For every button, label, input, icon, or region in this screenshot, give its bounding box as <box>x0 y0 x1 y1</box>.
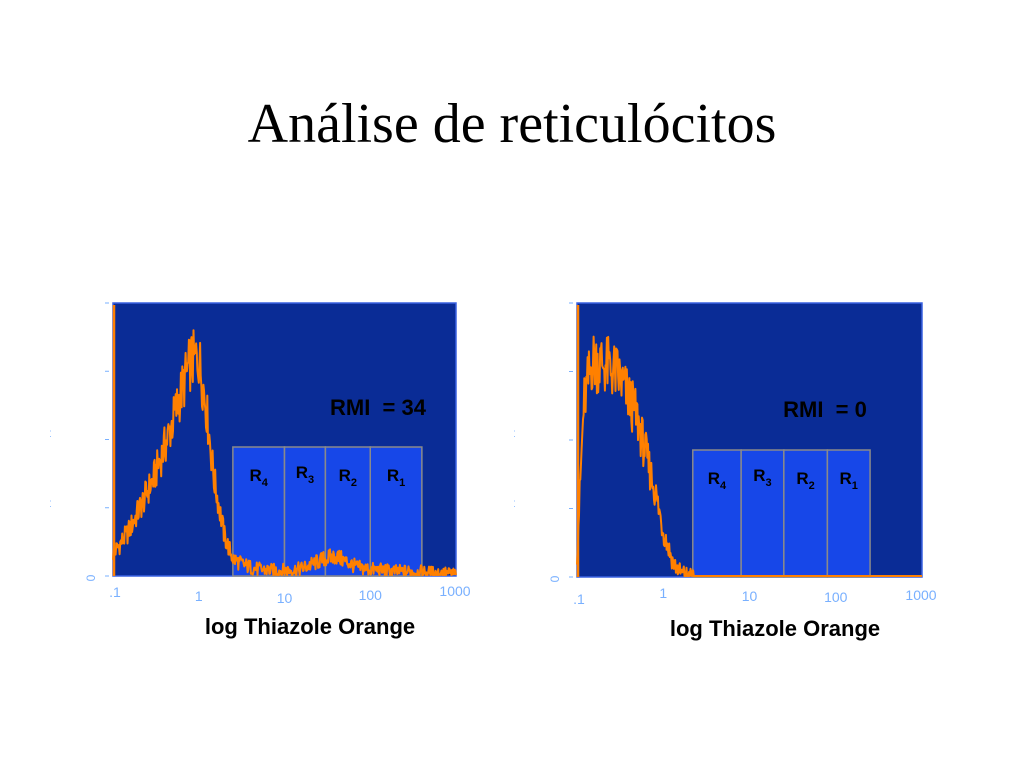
x-tick-label: 1 <box>659 585 667 601</box>
x-tick-label: 10 <box>277 590 293 606</box>
left-x-axis-title: log Thiazole Orange <box>204 614 416 639</box>
y-tick-label: 0 <box>548 575 562 582</box>
region-box <box>283 446 327 577</box>
x-tick-label: 100 <box>359 587 383 603</box>
slide-title: Análise de reticulócitos <box>247 93 777 155</box>
region-label: R4 <box>708 469 727 492</box>
y-axis-fragment: · · <box>509 430 519 439</box>
region-box <box>826 449 871 578</box>
region-label: R4 <box>249 466 268 489</box>
region-label: R1 <box>840 469 858 492</box>
x-tick-label: .1 <box>109 584 121 600</box>
left-histogram-chart: · · · · 0 R4 R3 R2 R1 RMI = 34 .1 1 10 100 1000 <box>45 302 471 606</box>
region-label: R2 <box>339 466 357 489</box>
histogram-series <box>112 329 457 576</box>
region-label: R3 <box>753 466 771 489</box>
y-axis-fragment: · · <box>509 500 519 509</box>
region-label: R2 <box>796 469 814 492</box>
x-tick-label: 10 <box>742 588 758 604</box>
y-tick-label: 0 <box>84 574 98 581</box>
x-tick-label: 1 <box>195 588 203 604</box>
histogram-series <box>576 335 923 577</box>
x-tick-label: 100 <box>824 589 848 605</box>
region-box <box>232 446 286 577</box>
left-chart-panel: · · · · 0 R4 R3 R2 R1 RMI = 34 .1 1 10 100 1000 log … <box>40 290 480 650</box>
region-box <box>740 449 785 578</box>
rmi-annotation: RMI = 0 <box>783 397 867 422</box>
right-x-axis-title: log Thiazole Orange <box>669 616 881 641</box>
x-tick-label: 1000 <box>905 587 936 603</box>
y-axis-fragment: · · <box>45 430 55 439</box>
right-histogram-chart: · · · · 0 R4 R3 R2 R1 RMI = 0 .1 1 10 100 1000 <box>509 302 937 607</box>
region-label: R3 <box>296 463 314 486</box>
region-box <box>369 446 423 577</box>
right-chart-panel: · · · · 0 R4 R3 R2 R1 RMI = 0 .1 1 10 100 1000 log T… <box>505 290 945 650</box>
x-tick-label: 1000 <box>439 583 470 599</box>
y-axis-fragment: · · <box>45 500 55 509</box>
region-label: R1 <box>387 466 405 489</box>
x-tick-label: .1 <box>573 591 585 607</box>
rmi-annotation: RMI = 34 <box>330 395 427 420</box>
